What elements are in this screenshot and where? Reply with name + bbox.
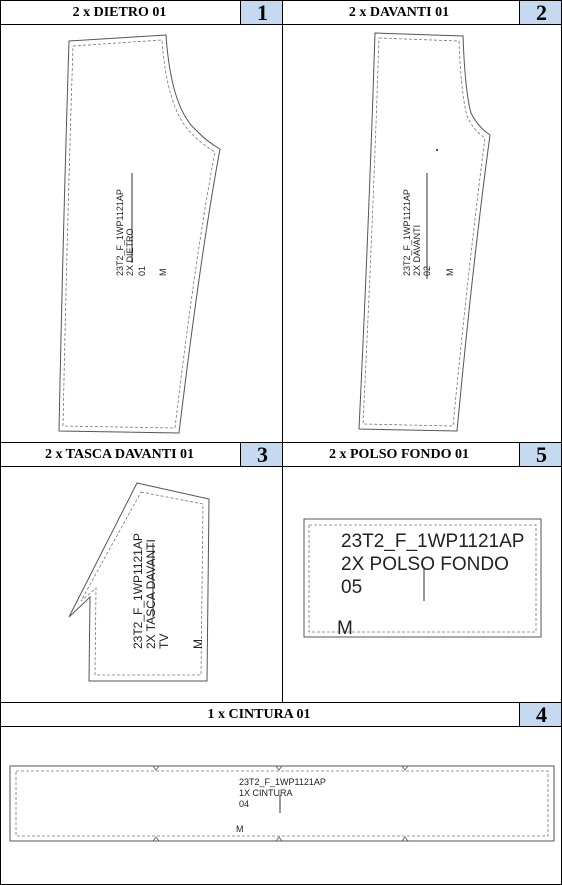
piece-title: 2 x POLSO FONDO 01 bbox=[328, 447, 469, 462]
piece-number: 3 bbox=[240, 443, 282, 467]
piece-cell-polso-fondo: 2 x POLSO FONDO 01 5 23T2_F_1WP1121AP 2X… bbox=[282, 442, 562, 703]
label-line-1: 23T2_F_1WP1121AP bbox=[341, 531, 524, 552]
label-line-1: 23T2_F_1WP1121AP bbox=[402, 189, 412, 276]
piece-title: 2 x TASCA DAVANTI 01 bbox=[44, 447, 195, 462]
label-line-2: 2X DAVANTI bbox=[412, 225, 422, 276]
seam-allowance bbox=[15, 770, 549, 837]
pattern-piece-davanti: 23T2_F_1WP1121AP 2X DAVANTI 02 M bbox=[358, 32, 491, 432]
notch-marks bbox=[152, 765, 409, 842]
piece-outline bbox=[303, 518, 542, 638]
pattern-piece-tasca-davanti: 23T2_F_1WP1121AP 2X TASCA DAVANTI TV M bbox=[68, 482, 210, 682]
label-line-2: 2X TASCA DAVANTI bbox=[144, 539, 158, 649]
piece-outline bbox=[58, 34, 221, 434]
piece-number: 4 bbox=[519, 703, 561, 727]
seam-allowance bbox=[308, 524, 537, 633]
label-line-1: 23T2_F_1WP1121AP bbox=[131, 533, 145, 649]
seam-allowance bbox=[80, 491, 204, 676]
piece-cell-tasca-davanti: 2 x TASCA DAVANTI 01 3 23T2_F_1WP1121AP … bbox=[0, 442, 283, 703]
label-line-2: 2X DIETRO bbox=[125, 228, 135, 276]
label-line-2: 1X CINTURA bbox=[239, 788, 293, 798]
label-line-3: 01 bbox=[137, 266, 147, 276]
piece-number: 2 bbox=[519, 1, 561, 25]
label-line-3: 05 bbox=[341, 577, 362, 598]
piece-title: 1 x CINTURA 01 bbox=[207, 707, 311, 722]
piece-number: 5 bbox=[519, 443, 561, 467]
seam-allowance bbox=[362, 37, 486, 427]
piece-header: 2 x DIETRO 01 1 bbox=[1, 1, 282, 25]
piece-header: 1 x CINTURA 01 4 bbox=[1, 703, 561, 727]
size-label: M bbox=[191, 639, 205, 649]
piece-title: 2 x DIETRO 01 bbox=[72, 5, 167, 20]
size-label: M bbox=[445, 269, 455, 277]
pattern-piece-cintura: 23T2_F_1WP1121AP 1X CINTURA 04 M bbox=[9, 765, 555, 842]
label-line-2: 2X POLSO FONDO bbox=[341, 554, 509, 575]
label-line-3: TV bbox=[157, 634, 171, 649]
piece-outline bbox=[68, 482, 210, 682]
piece-outline bbox=[358, 32, 491, 432]
size-label: M bbox=[337, 618, 353, 639]
label-line-1: 23T2_F_1WP1121AP bbox=[239, 777, 326, 787]
label-line-1: 23T2_F_1WP1121AP bbox=[115, 189, 125, 276]
piece-header: 2 x POLSO FONDO 01 5 bbox=[283, 443, 561, 467]
piece-cell-dietro: 2 x DIETRO 01 1 23T2_F_1WP1121AP 2X DIET… bbox=[0, 0, 283, 443]
piece-number: 1 bbox=[240, 1, 282, 25]
label-line-3: 04 bbox=[239, 799, 249, 809]
notch-dot bbox=[435, 148, 439, 152]
pattern-piece-polso-fondo: 23T2_F_1WP1121AP 2X POLSO FONDO 05 M bbox=[303, 518, 542, 639]
piece-header: 2 x DAVANTI 01 2 bbox=[283, 1, 561, 25]
piece-cell-davanti: 2 x DAVANTI 01 2 23T2_F_1WP1121AP 2X DAV… bbox=[282, 0, 562, 443]
size-label: M bbox=[158, 269, 168, 277]
seam-allowance bbox=[62, 39, 216, 429]
piece-title: 2 x DAVANTI 01 bbox=[348, 5, 450, 20]
size-label: M bbox=[236, 824, 244, 834]
piece-cell-cintura: 1 x CINTURA 01 4 23T2_F_1WP1121AP 1X CIN… bbox=[0, 702, 562, 885]
pattern-piece-dietro: 23T2_F_1WP1121AP 2X DIETRO 01 M bbox=[58, 34, 221, 434]
label-line-3: 02 bbox=[422, 266, 432, 276]
piece-header: 2 x TASCA DAVANTI 01 3 bbox=[1, 443, 282, 467]
